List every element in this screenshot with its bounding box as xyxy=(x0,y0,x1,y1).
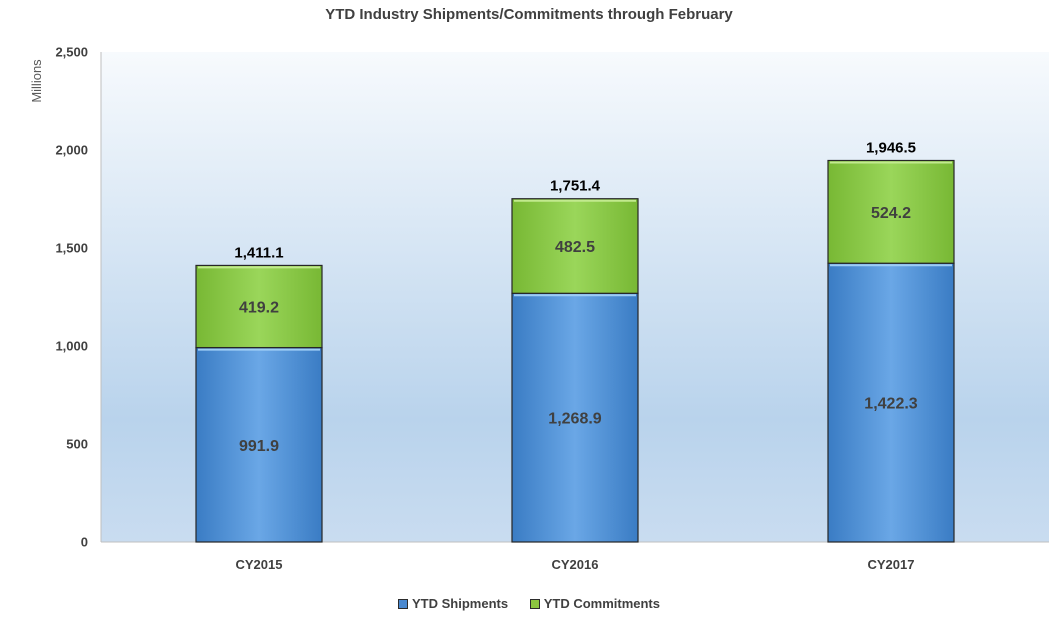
x-tick-label: CY2016 xyxy=(552,557,599,572)
bar-shipments xyxy=(511,292,639,543)
legend: YTD Shipments YTD Commitments xyxy=(0,596,1058,612)
y-axis-label: Millions xyxy=(29,59,44,103)
legend-swatch-commitments xyxy=(529,598,540,609)
legend-label-commitments: YTD Commitments xyxy=(543,596,660,611)
y-tick-label: 1,000 xyxy=(55,339,88,354)
bar-shipments xyxy=(827,262,955,543)
total-label: 1,751.4 xyxy=(550,178,601,195)
chart-title: YTD Industry Shipments/Commitments throu… xyxy=(325,6,733,23)
y-tick-label: 0 xyxy=(81,535,88,550)
x-tick-label: CY2015 xyxy=(236,557,283,572)
total-label: 1,411.1 xyxy=(234,244,283,261)
data-label-shipments: 1,268.9 xyxy=(548,411,601,428)
y-tick-label: 500 xyxy=(66,437,88,452)
data-label-shipments: 991.9 xyxy=(239,438,279,455)
legend-item-shipments: YTD Shipments xyxy=(398,596,508,611)
data-label-shipments: 1,422.3 xyxy=(864,396,917,413)
data-label-commitments: 482.5 xyxy=(555,239,595,256)
x-tick-label: CY2017 xyxy=(868,557,915,572)
bar-shipments xyxy=(195,346,323,543)
y-tick-label: 1,500 xyxy=(55,241,88,256)
legend-swatch-shipments xyxy=(398,598,408,609)
bar-commitments xyxy=(511,198,639,294)
data-label-commitments: 419.2 xyxy=(239,300,279,317)
legend-label-shipments: YTD Shipments xyxy=(412,596,509,611)
bar-commitments xyxy=(827,159,955,264)
y-tick-label: 2,500 xyxy=(55,45,88,60)
bar-commitments xyxy=(195,264,323,349)
total-label: 1,946.5 xyxy=(866,139,916,156)
y-tick-label: 2,000 xyxy=(55,143,88,158)
data-label-commitments: 524.2 xyxy=(871,205,911,222)
legend-item-commitments: YTD Commitments xyxy=(529,596,660,611)
